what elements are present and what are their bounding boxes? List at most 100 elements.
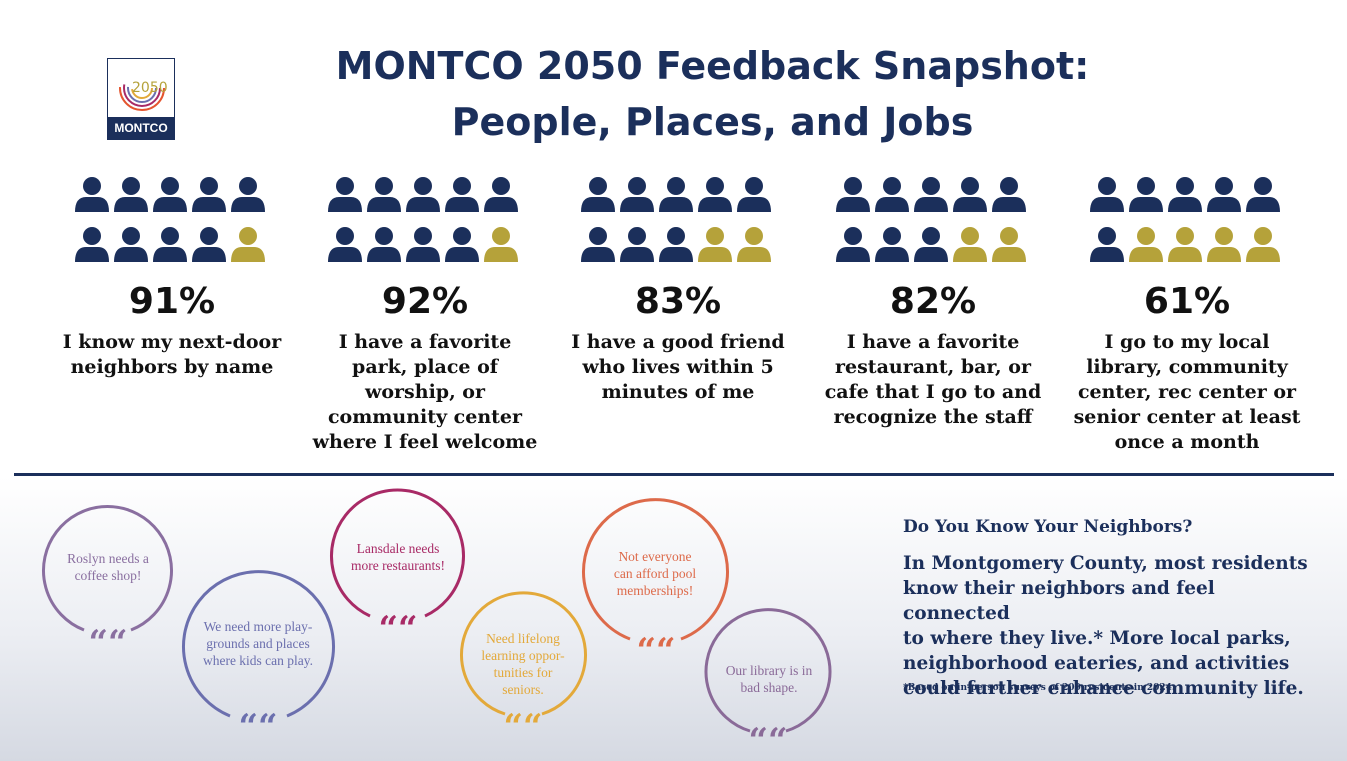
stat-block: 82% I have a favorite restaurant, bar, o…	[813, 176, 1053, 430]
sidebar-line: neighborhood eateries, and activities	[903, 653, 1290, 674]
person-icon-empty	[1206, 227, 1241, 262]
quote-mark-icon: ““	[503, 707, 542, 747]
quote-line: seniors.	[502, 682, 544, 697]
stat-block: 83% I have a good friend who lives withi…	[558, 176, 798, 405]
stat-description: I have a good friend who lives within 5 …	[558, 330, 798, 405]
person-icon-filled	[580, 177, 615, 212]
quote-line: Lansdale needs	[356, 541, 440, 556]
person-icon-filled	[444, 227, 479, 262]
person-icon-filled	[327, 177, 362, 212]
stat-percent: 92%	[381, 281, 469, 322]
quote-line: where kids can play.	[202, 653, 314, 668]
page-title: MONTCO 2050 Feedback Snapshot: People, P…	[240, 38, 1185, 150]
person-icon-filled	[74, 227, 109, 262]
person-icon-filled	[874, 227, 909, 262]
person-icon-filled	[580, 227, 615, 262]
quote-text: Need lifelong learning oppor- tunities f…	[458, 630, 588, 698]
person-icon-filled	[658, 177, 693, 212]
person-icon-filled	[152, 177, 187, 212]
stat-line: center, rec center or	[1077, 381, 1297, 403]
person-icon-filled	[152, 227, 187, 262]
stat-line: I have a favorite	[338, 331, 512, 353]
stat-percent: 83%	[634, 281, 722, 322]
person-icon-filled	[230, 177, 265, 212]
quote-line: memberships!	[616, 583, 694, 598]
sidebar-line: could further enhance community life.	[903, 678, 1304, 699]
person-icon-empty	[952, 227, 987, 262]
quote-bubbles-graphic: ““ ““ ““ ““ ““ ““	[42, 488, 832, 761]
quote-line: coffee shop!	[74, 568, 142, 583]
person-icon-filled	[736, 177, 771, 212]
person-icon-filled	[1206, 177, 1241, 212]
person-icon-filled	[366, 227, 401, 262]
sidebar-line: to where they live.* More local parks,	[903, 628, 1291, 649]
sidebar-line: In Montgomery County, most residents	[903, 553, 1308, 574]
quote-text: Roslyn needs a coffee shop!	[38, 550, 178, 584]
quote-bubble-ring	[330, 488, 465, 618]
person-icon-filled	[991, 177, 1026, 212]
sidebar-paragraph: In Montgomery County, most residents kno…	[903, 551, 1323, 701]
person-icon-empty	[1128, 227, 1163, 262]
quote-text: We need more play- grounds and places wh…	[183, 618, 333, 669]
stat-line: senior center at least	[1073, 406, 1301, 428]
stat-percent: 91%	[128, 281, 216, 322]
person-icon-filled	[697, 177, 732, 212]
stat-line: community center	[327, 406, 523, 428]
person-icon-empty	[736, 227, 771, 262]
quote-text: Our library is in bad shape.	[707, 662, 831, 696]
person-icon-filled	[483, 177, 518, 212]
quote-line: learning oppor-	[481, 648, 565, 663]
person-icon-empty	[991, 227, 1026, 262]
people-icon-group	[580, 177, 771, 262]
stat-line: park, place of	[352, 356, 498, 378]
quote-bubble-ring	[182, 570, 335, 718]
sidebar-footnote: *Based on in-person surveys of 200 resid…	[903, 683, 1176, 693]
person-icon-filled	[74, 177, 109, 212]
stat-line: restaurant, bar, or	[835, 356, 1031, 378]
person-icon-filled	[113, 177, 148, 212]
stat-line: I have a good friend	[571, 331, 785, 353]
stat-block: 61% I go to my local library, community …	[1067, 176, 1307, 455]
quote-mark-icon: ““	[88, 623, 127, 663]
quote-mark-icon: ““	[238, 707, 277, 747]
person-icon-filled	[366, 177, 401, 212]
person-icon-filled	[1089, 177, 1124, 212]
stat-line: who lives within 5	[582, 356, 774, 378]
stat-description: I know my next-door neighbors by name	[52, 330, 292, 380]
people-icon-group	[1089, 177, 1280, 262]
logo-year: 2050	[132, 80, 168, 96]
person-icon-empty	[230, 227, 265, 262]
stat-description: I have a favorite park, place of worship…	[305, 330, 545, 455]
stat-block: 92% I have a favorite park, place of wor…	[305, 176, 545, 455]
person-icon-filled	[1167, 177, 1202, 212]
stat-line: cafe that I go to and	[824, 381, 1042, 403]
people-icon-group	[74, 177, 265, 262]
montco-2050-logo: 2050 MONTCO	[107, 58, 175, 140]
quote-line: Roslyn needs a	[67, 551, 149, 566]
people-icon-group	[835, 177, 1026, 262]
person-icon-filled	[913, 227, 948, 262]
stat-line: I go to my local	[1104, 331, 1270, 353]
person-icon-filled	[952, 177, 987, 212]
person-icon-filled	[1245, 177, 1280, 212]
quote-line: bad shape.	[740, 680, 798, 695]
stat-line: I have a favorite	[846, 331, 1020, 353]
sidebar-line: know their neighbors and feel connected	[903, 578, 1215, 624]
person-icon-empty	[1167, 227, 1202, 262]
person-icon-filled	[658, 227, 693, 262]
person-icon-filled	[327, 227, 362, 262]
stat-description: I go to my local library, community cent…	[1067, 330, 1307, 455]
stat-percent: 82%	[889, 281, 977, 322]
title-line-2: People, Places, and Jobs	[451, 100, 974, 144]
quote-line: Our library is in	[725, 663, 813, 678]
person-icon-filled	[835, 177, 870, 212]
person-icon-filled	[444, 177, 479, 212]
person-icon-filled	[191, 177, 226, 212]
quote-bubble-ring	[704, 608, 832, 733]
person-icon-filled	[1089, 227, 1124, 262]
quote-line: grounds and places	[206, 636, 310, 651]
people-icon-group	[327, 177, 518, 262]
quote-line: We need more play-	[203, 619, 313, 634]
quote-text: Not everyone can afford pool memberships…	[590, 548, 720, 599]
stat-line: neighbors by name	[70, 356, 274, 378]
